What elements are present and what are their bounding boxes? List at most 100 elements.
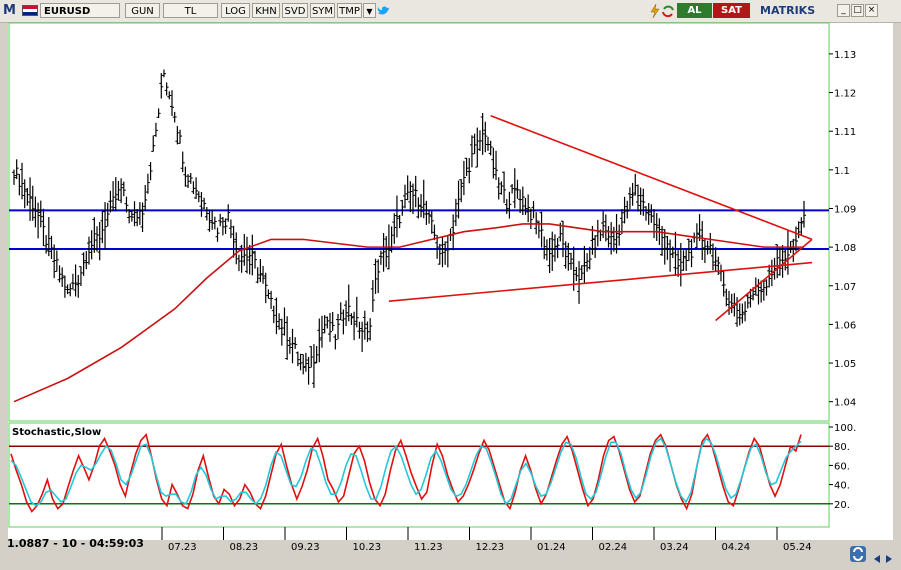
price-bar — [579, 265, 584, 281]
price-panel-border — [8, 22, 830, 422]
sat-sell-button[interactable]: SAT — [713, 3, 750, 18]
price-bar — [400, 199, 405, 216]
price-bar — [531, 201, 536, 219]
price-bar — [333, 334, 338, 350]
price-bar — [625, 200, 630, 219]
price-y-tick-label: 1.11 — [834, 127, 856, 138]
price-bar — [199, 192, 204, 217]
price-bar — [309, 346, 314, 368]
lightning-icon[interactable] — [648, 3, 662, 19]
price-bar — [306, 356, 311, 385]
price-bar — [368, 318, 373, 341]
price-bar — [108, 190, 113, 213]
al-buy-button[interactable]: AL — [677, 3, 712, 18]
price-bar — [799, 217, 804, 236]
scroll-right-icon[interactable] — [884, 549, 894, 563]
price-bar — [295, 351, 300, 367]
price-bar — [279, 318, 284, 346]
sym-button[interactable]: SYM — [310, 3, 335, 18]
price-bar — [236, 254, 241, 272]
price-bar — [22, 179, 27, 209]
price-bar — [271, 305, 276, 324]
price-bar — [41, 208, 46, 246]
price-bar — [486, 136, 490, 151]
price-layer: 1.13 1.12 1.11 1.1 1.09 1.08 1.07 1.06 1.05 1.04 — [9, 50, 856, 409]
toolbar: M EURUSD GUN TL LOG KHN SVD SYM TMP ▼ AL… — [0, 0, 901, 23]
price-bar — [285, 316, 290, 360]
sync-icon[interactable] — [850, 546, 866, 562]
price-bar — [148, 162, 153, 181]
price-bar — [633, 173, 638, 196]
price-bar — [587, 246, 592, 270]
price-bar — [38, 200, 43, 228]
price-bar — [76, 274, 81, 298]
tl-button[interactable]: TL — [163, 3, 218, 18]
price-bar — [569, 252, 574, 270]
symbol-input[interactable]: EURUSD — [40, 3, 120, 18]
price-bar — [435, 235, 440, 259]
price-bar — [28, 177, 33, 221]
log-button[interactable]: LOG — [221, 3, 250, 18]
price-bar — [207, 209, 212, 232]
price-bar — [301, 354, 306, 375]
svd-button[interactable]: SVD — [282, 3, 308, 18]
chart-background — [8, 23, 893, 540]
gun-button[interactable]: GUN — [125, 3, 160, 18]
price-bar — [727, 290, 732, 315]
price-bar — [676, 250, 681, 277]
price-bar — [354, 296, 359, 328]
price-bar — [62, 275, 67, 298]
price-bar — [121, 181, 126, 197]
refresh-icon[interactable] — [661, 4, 675, 18]
price-bar — [483, 121, 488, 153]
price-bar — [429, 210, 434, 234]
price-bar — [263, 272, 268, 304]
price-bar — [57, 265, 62, 283]
price-bar — [777, 246, 782, 276]
price-bar — [708, 232, 713, 255]
price-bar — [630, 182, 635, 206]
price-bar — [638, 187, 643, 215]
price-bar — [783, 249, 788, 271]
price-bar — [710, 243, 715, 271]
price-bar — [627, 187, 632, 210]
price-bar — [641, 188, 646, 216]
price-bar — [705, 240, 710, 255]
stoch-y-tick-label: 40. — [834, 481, 850, 492]
price-y-tick-label: 1.06 — [834, 320, 856, 331]
dropdown-icon[interactable]: ▼ — [363, 3, 376, 18]
price-bar — [344, 300, 349, 326]
price-bar — [129, 209, 134, 222]
price-bar — [373, 258, 378, 294]
price-y-tick-label: 1.1 — [834, 166, 850, 177]
price-bar — [673, 231, 678, 276]
price-bar — [547, 238, 552, 274]
scroll-left-icon[interactable] — [872, 549, 882, 563]
price-bar — [389, 226, 394, 253]
price-bar — [54, 250, 59, 272]
khn-button[interactable]: KHN — [252, 3, 280, 18]
eurusd-flag-icon — [22, 5, 38, 16]
price-bar — [132, 201, 137, 227]
price-bar — [413, 175, 418, 208]
price-bar — [311, 344, 316, 388]
price-bar — [244, 236, 249, 274]
moving-average-line — [13, 223, 804, 403]
price-bar — [298, 353, 303, 371]
minimize-icon[interactable]: _ — [837, 4, 850, 17]
stoch-y-tick-label: 100. — [834, 423, 856, 434]
twitter-icon[interactable] — [377, 4, 391, 18]
price-bar — [440, 236, 445, 268]
x-axis-tick-label: 01.24 — [537, 542, 566, 553]
price-bar — [81, 252, 86, 276]
price-bar — [585, 253, 590, 272]
price-bar — [456, 180, 461, 219]
maximize-icon[interactable]: □ — [851, 4, 864, 17]
tmp-button[interactable]: TMP — [337, 3, 362, 18]
x-axis: 07.23 08.23 09.23 10.23 11.23 12.23 01.24 02.24… — [161, 527, 812, 553]
trend-line — [388, 261, 813, 303]
close-icon[interactable]: × — [865, 4, 878, 17]
x-axis-tick-label: 07.23 — [168, 542, 197, 553]
price-bar — [721, 271, 726, 297]
price-bar — [161, 69, 166, 78]
